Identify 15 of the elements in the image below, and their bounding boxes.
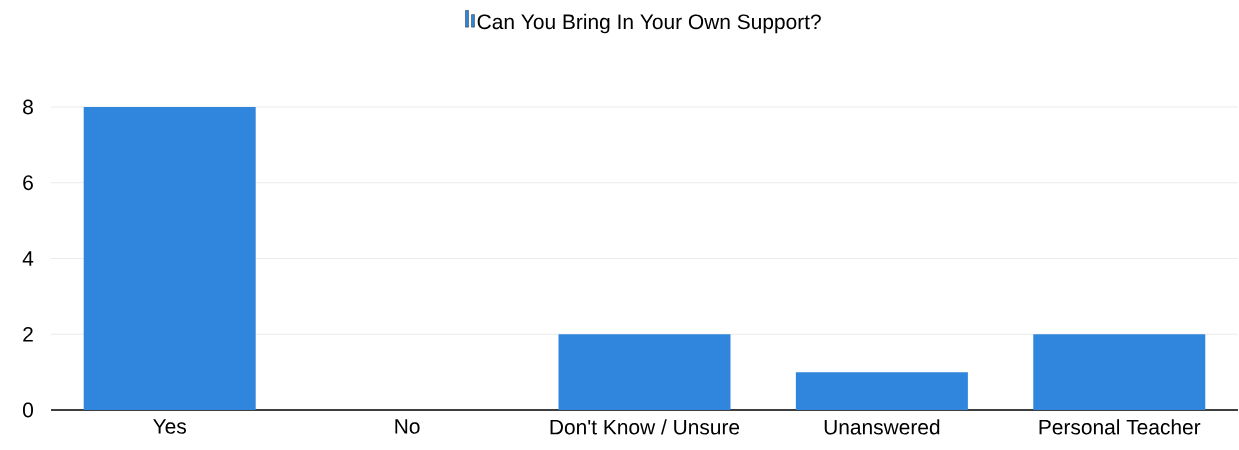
x-tick-label: No: [395, 419, 420, 434]
bar: [1033, 334, 1206, 410]
x-tick-label: Yes: [153, 419, 187, 434]
y-tick-label: 0: [23, 402, 33, 418]
bar: [558, 334, 731, 410]
y-tick-label: 4: [22, 251, 34, 266]
bar: [83, 107, 256, 410]
bar: [795, 372, 968, 410]
legend-label: Can You Bring In Your Own Support?: [477, 13, 821, 34]
y-tick-label: 8: [23, 99, 33, 115]
x-tick-label: Unanswered: [824, 419, 940, 435]
y-tick-label: 2: [23, 326, 33, 342]
x-tick-label: Don't Know / Unsure: [550, 419, 740, 435]
x-tick-label: Personal Teacher: [1039, 419, 1201, 435]
y-tick-label: 6: [23, 175, 33, 191]
